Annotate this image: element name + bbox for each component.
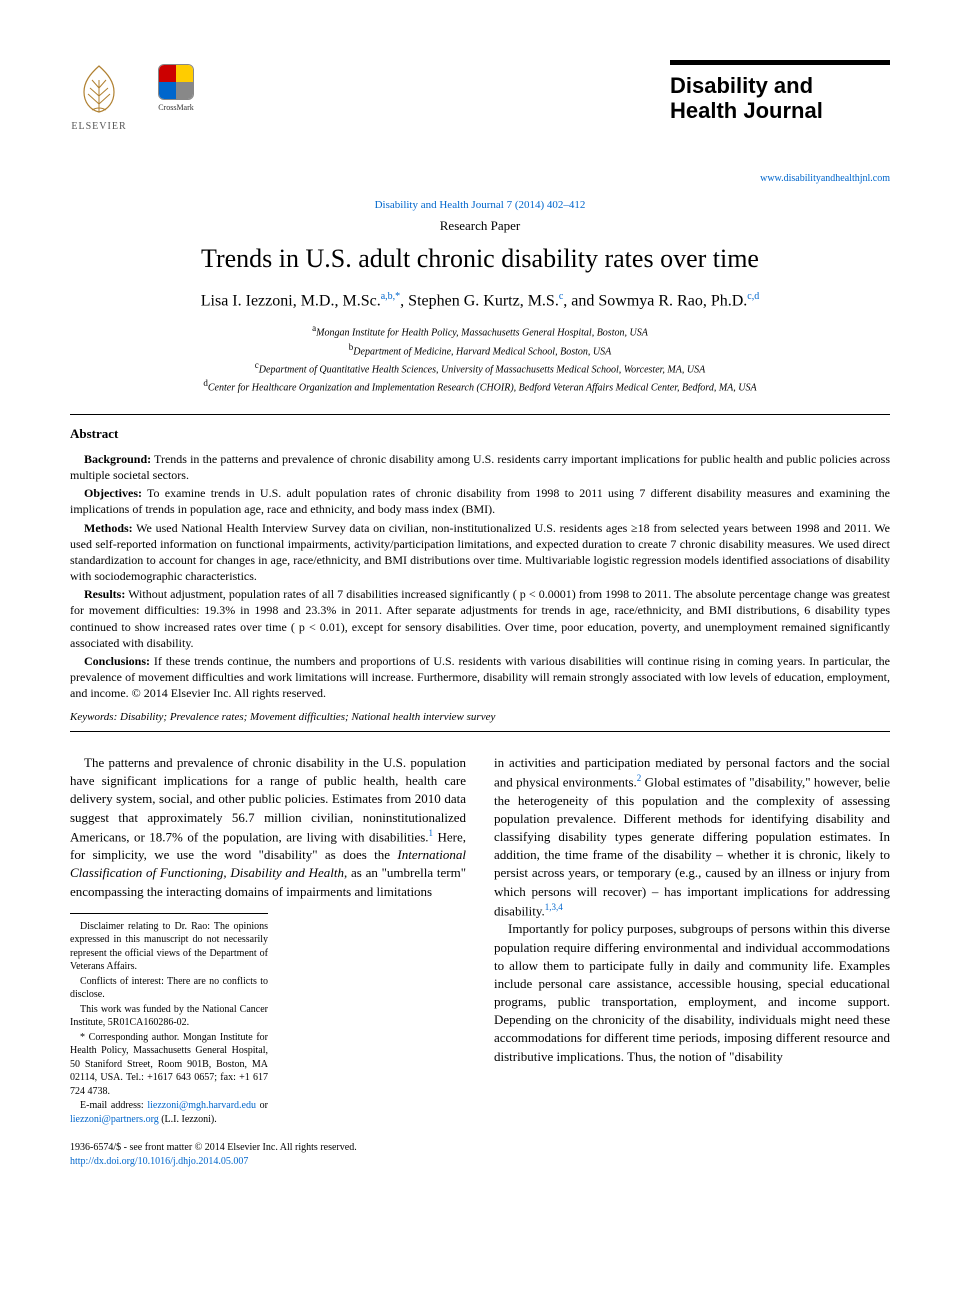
crossmark-label: CrossMark (158, 102, 194, 113)
journal-name-line2: Health Journal (670, 98, 890, 123)
footnote-correspondence: * Corresponding author. Mongan Institute… (70, 1031, 268, 1099)
page-footer: 1936-6574/$ - see front matter © 2014 El… (70, 1141, 890, 1169)
abstract-background: Background: Trends in the patterns and p… (70, 451, 890, 483)
footnote-conflicts: Conflicts of interest: There are no conf… (70, 975, 268, 1002)
email-link-2[interactable]: liezzoni@partners.org (70, 1114, 159, 1125)
body-columns: The patterns and prevalence of chronic d… (70, 754, 890, 1127)
keywords-line: Keywords: Disability; Prevalence rates; … (70, 710, 890, 725)
abstract-conclusions: Conclusions: If these trends continue, t… (70, 653, 890, 702)
abstract-objectives: Objectives: To examine trends in U.S. ad… (70, 485, 890, 517)
journal-brand: Disability and Health Journal www.disabi… (670, 60, 890, 186)
abstract-methods: Methods: We used National Health Intervi… (70, 520, 890, 585)
doi-link[interactable]: http://dx.doi.org/10.1016/j.dhjo.2014.05… (70, 1155, 357, 1169)
paper-type: Research Paper (70, 217, 890, 235)
column-right: in activities and participation mediated… (494, 754, 890, 1127)
email-link-1[interactable]: liezzoni@mgh.harvard.edu (147, 1100, 256, 1111)
citation-line[interactable]: Disability and Health Journal 7 (2014) 4… (70, 198, 890, 213)
affiliation-a: aMongan Institute for Health Policy, Mas… (70, 322, 890, 340)
author-list: Lisa I. Iezzoni, M.D., M.Sc.a,b,*, Steph… (70, 290, 890, 313)
page-header: ELSEVIER CrossMark Disability and Health… (70, 60, 890, 186)
crossmark-badge[interactable]: CrossMark (158, 64, 194, 113)
body-para-2: in activities and participation mediated… (494, 754, 890, 920)
abstract-results: Results: Without adjustment, population … (70, 586, 890, 651)
footer-left: 1936-6574/$ - see front matter © 2014 El… (70, 1141, 357, 1169)
journal-name: Disability and Health Journal (670, 73, 890, 124)
affiliation-c: cDepartment of Quantitative Health Scien… (70, 359, 890, 377)
journal-name-line1: Disability and (670, 73, 890, 98)
footnotes-block: Disclaimer relating to Dr. Rao: The opin… (70, 913, 268, 1127)
divider-top (70, 414, 890, 415)
header-left: ELSEVIER CrossMark (70, 60, 194, 134)
elsevier-tree-icon (70, 60, 128, 118)
footnote-email: E-mail address: liezzoni@mgh.harvard.edu… (70, 1099, 268, 1126)
body-para-1: The patterns and prevalence of chronic d… (70, 754, 466, 901)
issn-copyright: 1936-6574/$ - see front matter © 2014 El… (70, 1141, 357, 1155)
body-para-3: Importantly for policy purposes, subgrou… (494, 920, 890, 1066)
divider-bottom (70, 731, 890, 732)
abstract-heading: Abstract (70, 425, 890, 443)
publisher-name: ELSEVIER (71, 120, 126, 134)
affiliations-block: aMongan Institute for Health Policy, Mas… (70, 322, 890, 395)
publisher-logo: ELSEVIER (70, 60, 128, 134)
journal-url[interactable]: www.disabilityandhealthjnl.com (670, 172, 890, 186)
crossmark-icon (158, 64, 194, 100)
affiliation-b: bDepartment of Medicine, Harvard Medical… (70, 341, 890, 359)
paper-title: Trends in U.S. adult chronic disability … (70, 241, 890, 277)
column-left: The patterns and prevalence of chronic d… (70, 754, 466, 1127)
affiliation-d: dCenter for Healthcare Organization and … (70, 377, 890, 395)
footnote-funding: This work was funded by the National Can… (70, 1003, 268, 1030)
footnote-disclaimer: Disclaimer relating to Dr. Rao: The opin… (70, 920, 268, 974)
